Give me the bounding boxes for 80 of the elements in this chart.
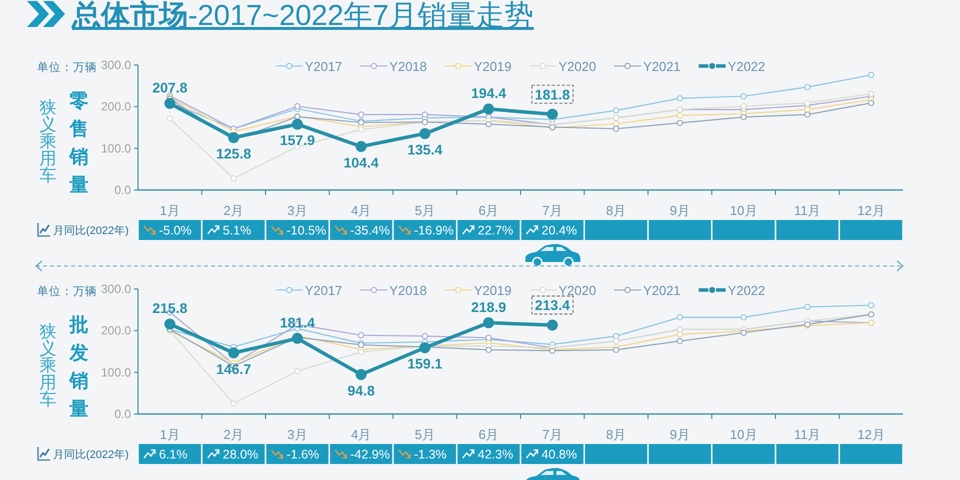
text: -1.3% bbox=[414, 448, 447, 462]
x-tick-label: 5月 bbox=[414, 203, 435, 218]
x-tick-label: 9月 bbox=[670, 203, 690, 218]
text: -35.4% bbox=[350, 224, 390, 238]
data-label: 94.8 bbox=[348, 382, 375, 398]
data-label: 207.8 bbox=[152, 79, 188, 96]
y-tick-label: 100.0 bbox=[100, 141, 132, 156]
x-tick-label: 12月 bbox=[857, 427, 885, 442]
text: -1.6% bbox=[286, 448, 320, 462]
x-tick-label: 4月 bbox=[351, 203, 372, 218]
text: 5.1% bbox=[222, 224, 252, 238]
text: -10.5% bbox=[286, 224, 326, 238]
data-label: 215.8 bbox=[152, 300, 188, 316]
legend-label: Y2019 bbox=[474, 283, 512, 298]
x-tick-label: 12月 bbox=[857, 203, 885, 218]
y-tick-label: 0.0 bbox=[114, 183, 132, 197]
x-tick-label: 6月 bbox=[478, 427, 499, 442]
text: 月同比(2022年) bbox=[53, 224, 129, 237]
x-tick-label: 3月 bbox=[287, 427, 308, 442]
x-tick-label: 1月 bbox=[160, 203, 180, 218]
x-tick-label: 7月 bbox=[542, 203, 562, 218]
y-tick-label: 200.0 bbox=[100, 100, 132, 114]
text: 28.0% bbox=[222, 448, 258, 462]
text: 22.7% bbox=[478, 224, 514, 238]
x-tick-label: 1月 bbox=[160, 427, 180, 442]
x-tick-label: 4月 bbox=[351, 427, 372, 442]
legend-label: Y2018 bbox=[389, 59, 427, 74]
x-tick-label: 2月 bbox=[224, 427, 244, 442]
data-label: 157.9 bbox=[280, 132, 316, 148]
x-tick-label: 10月 bbox=[730, 427, 758, 442]
text: 单位：万辆 bbox=[37, 285, 97, 298]
x-tick-label: 2月 bbox=[224, 203, 244, 218]
data-label: 213.4 bbox=[534, 297, 570, 314]
text: 42.3% bbox=[478, 448, 514, 462]
legend-label: Y2017 bbox=[304, 283, 342, 298]
y-tick-label: 300.0 bbox=[100, 58, 132, 72]
legend-label: Y2017 bbox=[304, 59, 342, 74]
legend-label: Y2020 bbox=[558, 283, 596, 298]
data-label: 125.8 bbox=[216, 146, 252, 162]
data-label: 218.9 bbox=[471, 298, 506, 315]
legend-label: Y2022 bbox=[728, 59, 766, 74]
legend-label: Y2022 bbox=[728, 283, 766, 298]
data-label: 194.4 bbox=[471, 85, 506, 101]
text: -5.0% bbox=[159, 224, 192, 238]
text: 月同比(2022年) bbox=[53, 448, 129, 461]
x-tick-label: 8月 bbox=[606, 203, 626, 218]
data-label: 146.7 bbox=[216, 360, 252, 377]
x-tick-label: 3月 bbox=[287, 203, 308, 218]
x-tick-label: 11月 bbox=[794, 203, 821, 218]
text: 6.1% bbox=[159, 448, 188, 462]
x-tick-label: 10月 bbox=[730, 203, 758, 218]
x-tick-label: 5月 bbox=[414, 427, 435, 442]
y-tick-label: 300.0 bbox=[100, 282, 132, 296]
data-label: 181.4 bbox=[280, 314, 316, 330]
text: 单位：万辆 bbox=[37, 61, 97, 74]
text: 40.8% bbox=[542, 448, 577, 462]
y-tick-label: 200.0 bbox=[100, 324, 132, 338]
text: -16.9% bbox=[414, 224, 454, 238]
text: -42.9% bbox=[350, 448, 390, 462]
y-tick-label: 0.0 bbox=[114, 407, 132, 421]
data-label: 104.4 bbox=[344, 154, 379, 170]
x-tick-label: 9月 bbox=[670, 427, 690, 442]
text: 零售销量 bbox=[68, 91, 88, 196]
y-axis-title: 狭义乘用车 bbox=[40, 322, 56, 409]
data-label: 159.1 bbox=[407, 356, 443, 372]
legend-label: Y2021 bbox=[643, 59, 681, 74]
text: 批发销量 bbox=[68, 315, 88, 420]
x-tick-label: 7月 bbox=[542, 427, 562, 442]
legend-label: Y2019 bbox=[474, 59, 512, 74]
data-label: 181.8 bbox=[534, 86, 570, 102]
y-tick-label: 100.0 bbox=[100, 365, 132, 380]
x-tick-label: 11月 bbox=[794, 427, 821, 442]
x-tick-label: 6月 bbox=[478, 203, 499, 218]
text: 20.4% bbox=[542, 224, 577, 238]
legend-label: Y2021 bbox=[643, 283, 681, 298]
data-label: 135.4 bbox=[407, 142, 443, 158]
legend-label: Y2018 bbox=[389, 283, 427, 298]
y-axis-title: 狭义乘用车 bbox=[40, 98, 56, 185]
x-tick-label: 8月 bbox=[606, 427, 626, 442]
legend-label: Y2020 bbox=[558, 59, 596, 74]
